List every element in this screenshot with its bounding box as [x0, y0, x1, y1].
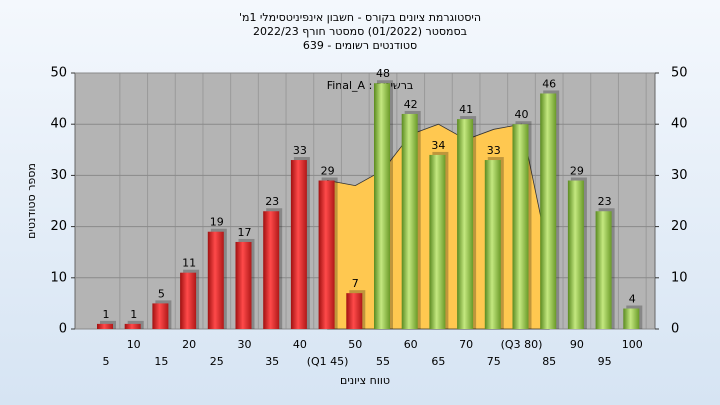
bar-value-label: 5: [158, 287, 165, 300]
x-tick-label: 100: [622, 338, 643, 351]
bar: [124, 323, 141, 329]
bar: [263, 211, 280, 329]
bar: [235, 241, 252, 329]
bar: [97, 323, 113, 329]
title-line: סטודנטים רשומים - 639: [303, 39, 417, 52]
y2-tick-label: 0: [671, 322, 679, 337]
bar-value-label: 4: [629, 293, 636, 306]
x-tick-label: (Q3 80): [501, 338, 543, 351]
y2-tick-label: 10: [671, 270, 688, 285]
bar: [346, 293, 363, 329]
annotation: ברשימה : Final_A: [327, 79, 414, 92]
bar: [401, 113, 418, 330]
bar: [457, 119, 474, 329]
bar-value-label: 29: [321, 165, 335, 178]
bar: [512, 124, 529, 329]
x-tick-label: 50: [348, 338, 362, 351]
x-tick-label: 35: [265, 355, 279, 368]
y-tick-label: 10: [50, 270, 67, 285]
bar: [623, 308, 640, 329]
x-tick-label: 75: [487, 355, 501, 368]
bar-value-label: 1: [130, 308, 137, 321]
y2-tick-label: 30: [671, 168, 688, 183]
bar-value-label: 46: [542, 77, 556, 90]
x-tick-label: 40: [293, 338, 307, 351]
x-tick-label: 70: [459, 338, 473, 351]
x-tick-label: 30: [238, 338, 252, 351]
y-axis-label: מספר סטודנטים: [25, 163, 38, 239]
y2-tick-label: 50: [671, 66, 688, 81]
bar-value-label: 40: [515, 108, 529, 121]
bar-value-label: 11: [182, 257, 196, 270]
bar: [595, 211, 612, 329]
bar-value-label: 33: [293, 144, 307, 157]
bar-value-label: 34: [431, 139, 445, 152]
y-tick-label: 30: [50, 168, 67, 183]
y2-tick-label: 40: [671, 117, 688, 132]
x-tick-label: 90: [570, 338, 584, 351]
y-tick-label: 40: [50, 117, 67, 132]
title-line: היסטוגרמת ציונים בקורס - חשבון אינפיניטס…: [239, 11, 481, 24]
title-line: בסמסטר (01/2022) סמסטר חורף 2022/23: [253, 25, 467, 38]
x-tick-label: 95: [598, 355, 612, 368]
bar: [429, 154, 446, 329]
bar-value-label: 42: [404, 98, 418, 111]
bar: [540, 93, 557, 329]
x-tick-label: 65: [431, 355, 445, 368]
bar: [318, 180, 335, 329]
x-axis-label: טווח ציונים: [340, 374, 390, 387]
bar: [567, 180, 584, 329]
y-tick-label: 20: [50, 219, 67, 234]
x-tick-label: 5: [103, 355, 110, 368]
bar: [290, 160, 307, 329]
x-tick-label: 10: [127, 338, 141, 351]
bar-value-label: 48: [376, 67, 390, 80]
bar-value-label: 7: [352, 277, 359, 290]
bar: [152, 303, 169, 329]
bar-value-label: 23: [598, 195, 612, 208]
bar-value-label: 17: [238, 226, 252, 239]
y-tick-label: 50: [50, 66, 67, 81]
x-tick-label: 20: [182, 338, 196, 351]
bar-value-label: 1: [103, 308, 110, 321]
bar: [484, 160, 501, 329]
x-tick-label: 60: [404, 338, 418, 351]
y-tick-label: 0: [59, 322, 67, 337]
y2-tick-label: 20: [671, 219, 688, 234]
x-tick-label: (Q1 45): [307, 355, 349, 368]
bar-value-label: 41: [459, 103, 473, 116]
bar: [207, 231, 224, 329]
x-tick-label: 85: [542, 355, 556, 368]
bar-value-label: 19: [210, 216, 224, 229]
bar-value-label: 23: [265, 195, 279, 208]
x-tick-label: 25: [210, 355, 224, 368]
bar-value-label: 29: [570, 165, 584, 178]
bar-value-label: 33: [487, 144, 501, 157]
bar: [180, 272, 197, 329]
x-tick-label: 15: [154, 355, 168, 368]
bar: [374, 83, 390, 330]
x-tick-label: 55: [376, 355, 390, 368]
